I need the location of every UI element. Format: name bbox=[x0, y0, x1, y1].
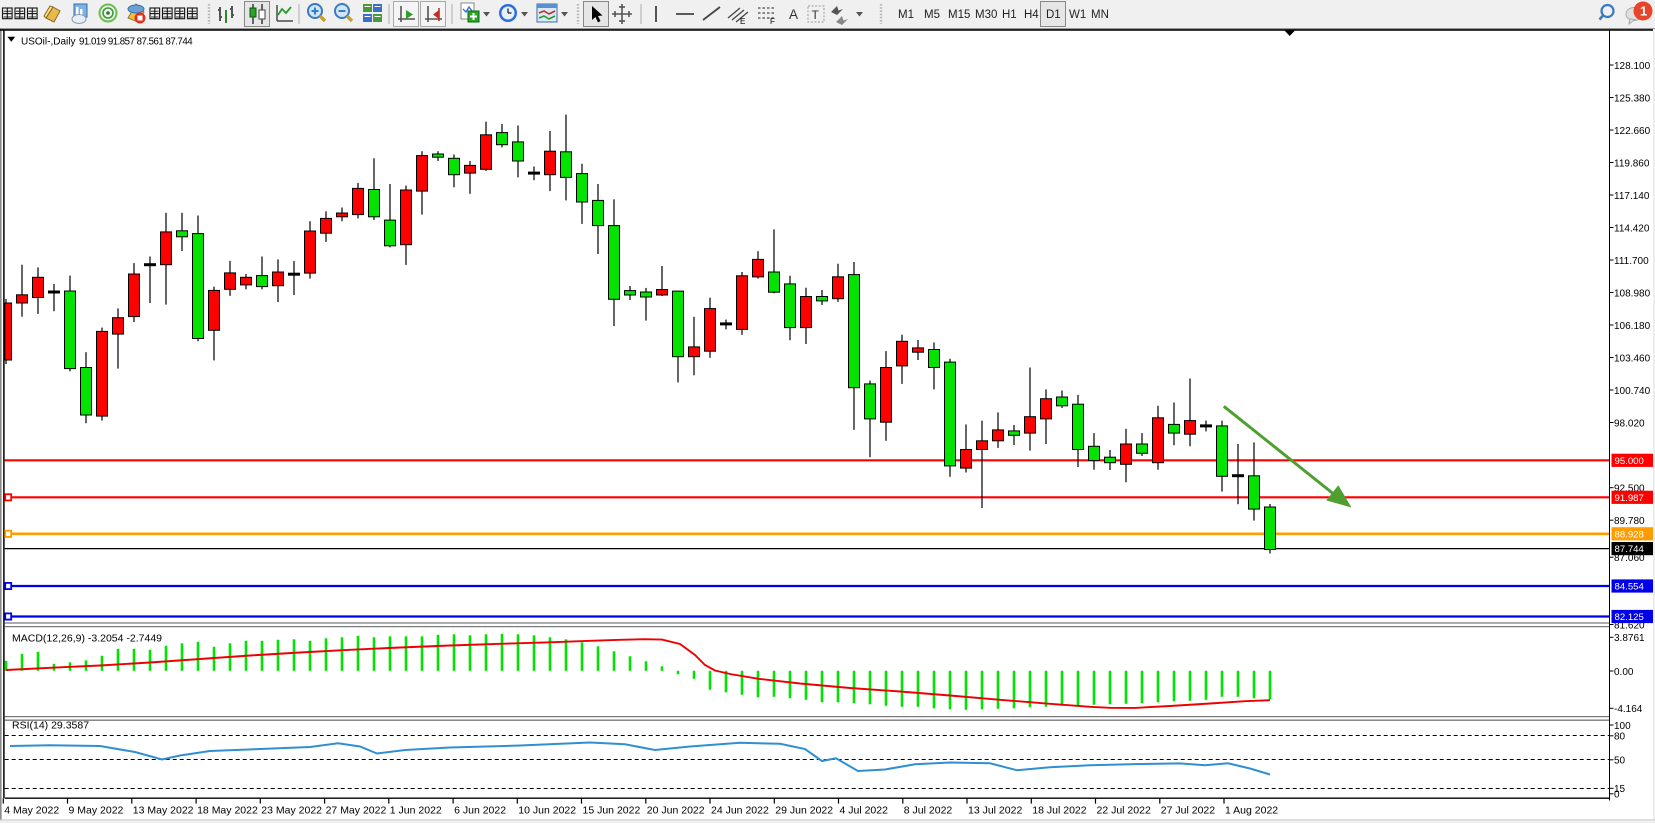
svg-text:M5: M5 bbox=[924, 9, 940, 21]
svg-text:89.780: 89.780 bbox=[1614, 516, 1645, 527]
svg-text:24 Jun 2022: 24 Jun 2022 bbox=[711, 804, 769, 816]
svg-text:13 May 2022: 13 May 2022 bbox=[133, 804, 194, 816]
svg-text:4 May 2022: 4 May 2022 bbox=[4, 804, 59, 816]
svg-text:27 May 2022: 27 May 2022 bbox=[326, 804, 387, 816]
svg-text:W1: W1 bbox=[1069, 9, 1086, 21]
svg-text:13 Jul 2022: 13 Jul 2022 bbox=[968, 804, 1022, 816]
svg-text:29 Jun 2022: 29 Jun 2022 bbox=[775, 804, 833, 816]
svg-text:114.420: 114.420 bbox=[1614, 223, 1650, 234]
svg-text:80: 80 bbox=[1614, 732, 1626, 743]
svg-text:D1: D1 bbox=[1046, 9, 1061, 21]
svg-text:50: 50 bbox=[1614, 756, 1626, 767]
svg-text:98.020: 98.020 bbox=[1614, 418, 1645, 429]
svg-text:8 Jul 2022: 8 Jul 2022 bbox=[904, 804, 953, 816]
svg-text:117.140: 117.140 bbox=[1614, 191, 1650, 202]
svg-text:0: 0 bbox=[1614, 790, 1620, 801]
svg-text:0.00: 0.00 bbox=[1614, 667, 1634, 678]
svg-text:100: 100 bbox=[1614, 721, 1631, 732]
svg-text:F: F bbox=[770, 17, 775, 26]
svg-text:-4.164: -4.164 bbox=[1614, 704, 1643, 715]
svg-text:87.744: 87.744 bbox=[1615, 544, 1645, 555]
svg-text:108.980: 108.980 bbox=[1614, 288, 1651, 299]
svg-text:18 Jul 2022: 18 Jul 2022 bbox=[1032, 804, 1086, 816]
svg-text:1 Jun 2022: 1 Jun 2022 bbox=[390, 804, 442, 816]
svg-text:95.000: 95.000 bbox=[1615, 456, 1644, 467]
svg-text:M15: M15 bbox=[948, 9, 970, 21]
svg-text:91.987: 91.987 bbox=[1615, 493, 1644, 504]
svg-text:88.928: 88.928 bbox=[1615, 529, 1644, 540]
svg-text:119.860: 119.860 bbox=[1614, 158, 1650, 169]
svg-text:106.180: 106.180 bbox=[1614, 321, 1651, 332]
svg-text:M1: M1 bbox=[898, 9, 914, 21]
svg-text:USOil-,Daily: USOil-,Daily bbox=[21, 37, 75, 48]
svg-text:T: T bbox=[812, 8, 820, 22]
svg-text:111.700: 111.700 bbox=[1614, 256, 1649, 267]
svg-text:82.125: 82.125 bbox=[1615, 612, 1644, 623]
svg-text:27 Jul 2022: 27 Jul 2022 bbox=[1161, 804, 1215, 816]
svg-text:92.500: 92.500 bbox=[1614, 484, 1645, 495]
svg-text:1 Aug 2022: 1 Aug 2022 bbox=[1225, 804, 1278, 816]
svg-text:122.660: 122.660 bbox=[1614, 126, 1651, 137]
svg-text:9 May 2022: 9 May 2022 bbox=[69, 804, 124, 816]
svg-text:4 Jul 2022: 4 Jul 2022 bbox=[840, 804, 889, 816]
svg-text:87.060: 87.060 bbox=[1614, 553, 1645, 564]
svg-text:E: E bbox=[740, 17, 745, 26]
svg-text:10 Jun 2022: 10 Jun 2022 bbox=[518, 804, 576, 816]
svg-text:15 Jun 2022: 15 Jun 2022 bbox=[583, 804, 641, 816]
svg-text:3.8761: 3.8761 bbox=[1614, 633, 1645, 644]
svg-text:125.380: 125.380 bbox=[1614, 93, 1651, 104]
svg-text:100.740: 100.740 bbox=[1614, 386, 1651, 397]
svg-text:H1: H1 bbox=[1002, 9, 1017, 21]
svg-text:18 May 2022: 18 May 2022 bbox=[197, 804, 258, 816]
svg-text:6 Jun 2022: 6 Jun 2022 bbox=[454, 804, 506, 816]
svg-text:20 Jun 2022: 20 Jun 2022 bbox=[647, 804, 705, 816]
svg-text:84.554: 84.554 bbox=[1615, 582, 1645, 593]
svg-text:MACD(12,26,9) -3.2054 -2.7449: MACD(12,26,9) -3.2054 -2.7449 bbox=[12, 633, 162, 645]
svg-text:128.100: 128.100 bbox=[1614, 61, 1651, 72]
svg-text:RSI(14) 29.3587: RSI(14) 29.3587 bbox=[12, 720, 89, 732]
svg-text:15: 15 bbox=[1614, 784, 1626, 795]
svg-text:22 Jul 2022: 22 Jul 2022 bbox=[1097, 804, 1151, 816]
svg-text:103.460: 103.460 bbox=[1614, 353, 1651, 364]
svg-text:M30: M30 bbox=[975, 9, 997, 21]
svg-text:1: 1 bbox=[1640, 4, 1647, 19]
svg-text:81.620: 81.620 bbox=[1614, 620, 1645, 631]
svg-text:23 May 2022: 23 May 2022 bbox=[261, 804, 322, 816]
svg-text:MN: MN bbox=[1091, 9, 1109, 21]
svg-text:H4: H4 bbox=[1024, 9, 1039, 21]
svg-text:91.019 91.857 87.561 87.744: 91.019 91.857 87.561 87.744 bbox=[79, 37, 193, 48]
svg-text:A: A bbox=[789, 7, 798, 22]
